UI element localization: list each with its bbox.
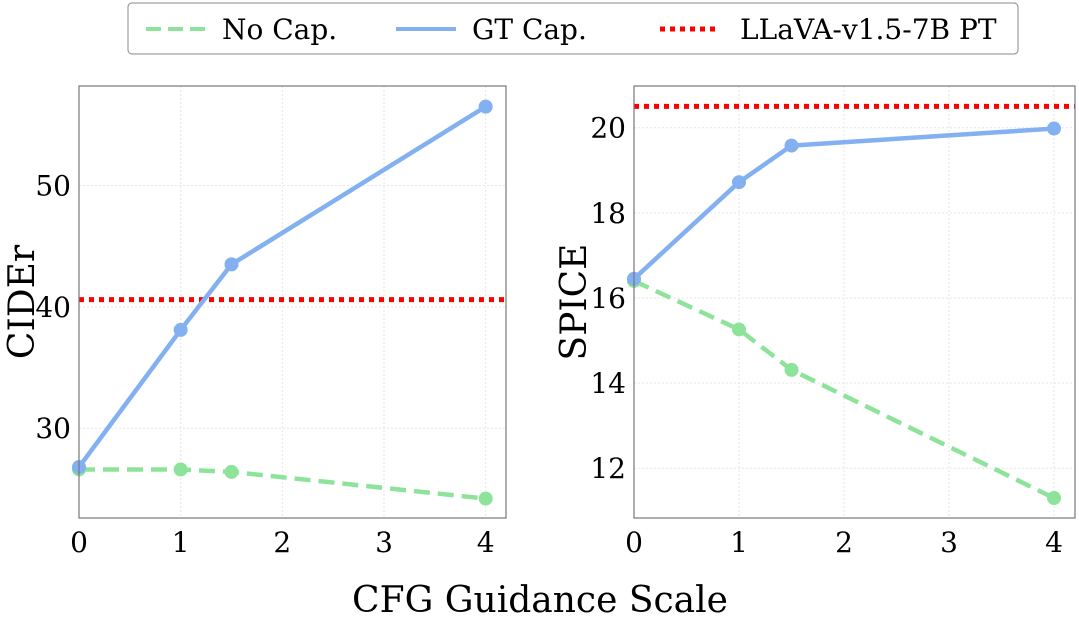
- y-tick-label: 16: [590, 282, 626, 315]
- gt-cap-data-point: [1047, 121, 1061, 136]
- gt-cap-series-line: [632, 126, 1055, 281]
- gt-cap-data-point: [732, 175, 746, 190]
- no-cap-data-point: [1047, 490, 1061, 505]
- no-cap-series-line: [79, 467, 486, 501]
- x-tick-label: 1: [172, 526, 190, 559]
- gt-cap-data-point: [224, 257, 239, 272]
- y-axis-label: SPICE: [554, 244, 595, 361]
- no-cap-data-point: [478, 491, 493, 506]
- x-tick-label: 0: [625, 526, 643, 559]
- legend-label-gt-cap: GT Cap.: [472, 13, 587, 46]
- no-cap-data-point: [173, 462, 188, 477]
- y-tick-label: 40: [35, 291, 71, 324]
- x-tick-label: 3: [375, 526, 393, 559]
- x-tick-label: 2: [273, 526, 291, 559]
- cider-plot: 0 1 2 3 4 30 40 50 CIDEr: [2, 85, 507, 559]
- legend: No Cap. GT Cap. LLaVA-v1.5-7B PT: [127, 2, 1019, 55]
- plot-frame: [78, 85, 507, 519]
- x-tick-label: 2: [835, 526, 853, 559]
- y-tick-label: 18: [590, 197, 626, 230]
- x-axis-label: CFG Guidance Scale: [352, 580, 728, 621]
- x-tick-label: 4: [1045, 526, 1063, 559]
- x-tick-label: 0: [70, 526, 88, 559]
- y-tick-label: 20: [590, 112, 626, 145]
- x-tick-label: 1: [730, 526, 748, 559]
- gt-cap-data-point: [173, 322, 188, 337]
- plot-frame: [633, 85, 1076, 519]
- no-cap-series-line: [633, 278, 1055, 501]
- x-tick-label: 4: [477, 526, 495, 559]
- no-cap-data-point: [224, 464, 239, 479]
- no-cap-data-point: [732, 322, 746, 337]
- gt-cap-data-point: [478, 99, 493, 114]
- legend-label-no-cap: No Cap.: [222, 13, 337, 46]
- y-tick-label: 30: [35, 412, 71, 445]
- legend-frame: [127, 2, 1019, 55]
- no-cap-data-point: [784, 362, 799, 377]
- y-tick-label: 14: [590, 367, 626, 400]
- legend-label-llava: LLaVA-v1.5-7B PT: [740, 13, 997, 46]
- y-tick-label: 50: [35, 170, 71, 203]
- gt-cap-data-point: [784, 138, 799, 153]
- y-axis-label: CIDEr: [2, 244, 43, 359]
- y-tick-label: 12: [590, 452, 626, 485]
- gt-cap-series-line: [77, 104, 487, 469]
- x-tick-label: 3: [940, 526, 958, 559]
